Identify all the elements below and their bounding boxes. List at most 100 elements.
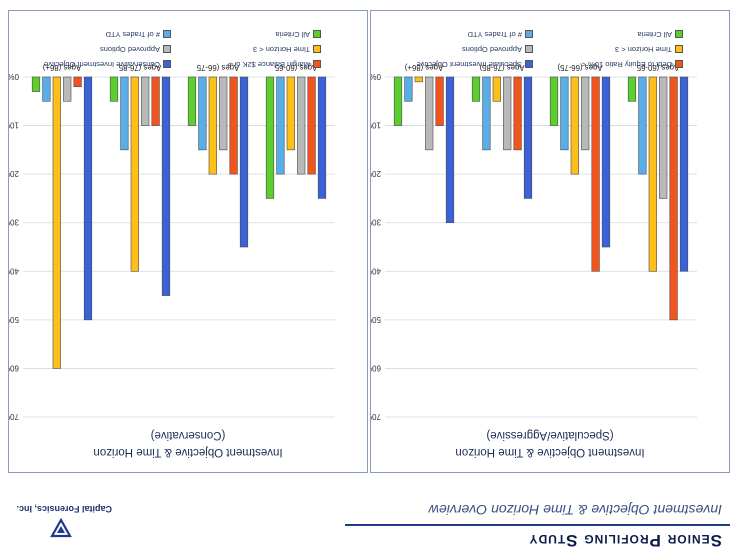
y-tick-label: 70% xyxy=(9,412,19,421)
bar-orange xyxy=(591,76,600,272)
bar-lightblue xyxy=(560,76,569,151)
bar-yellow xyxy=(52,76,61,369)
bar-lightblue xyxy=(120,76,129,151)
company-logo-icon xyxy=(50,518,72,538)
bar-orange xyxy=(669,76,678,321)
y-tick-label: 40% xyxy=(9,266,19,275)
bar-blue xyxy=(679,76,689,272)
legend-item: # of Trades YTD xyxy=(467,29,533,39)
legend-swatch xyxy=(675,59,683,68)
legend-item: Approved Options xyxy=(462,44,533,54)
legend-swatch xyxy=(525,44,533,53)
legend-item: Margin Balance $2K or > xyxy=(227,59,321,69)
legend-item: Time Horizon < 3 xyxy=(614,44,683,54)
chart-panel-conservative: Investment Objective & Time Horizon (Con… xyxy=(8,10,368,473)
x-tick-label: Ages (66-75 xyxy=(196,63,239,72)
y-tick-label: 10% xyxy=(371,121,381,130)
bar-yellow xyxy=(648,76,657,272)
legend-label: All Criteria xyxy=(275,30,310,39)
chart-legend: Conservative Investment Objective Margin … xyxy=(21,21,321,69)
y-tick-label: 70% xyxy=(371,412,381,421)
y-tick-label: 50% xyxy=(371,315,381,324)
legend-label: Conservative Investment Objective xyxy=(44,60,160,69)
bar-gray xyxy=(297,76,306,175)
bar-green xyxy=(31,76,41,92)
chart-panel-speculative: Investment Objective & Time Horizon (Spe… xyxy=(370,10,730,473)
legend-item: Time Horizon < 3 xyxy=(252,44,321,54)
bar-orange xyxy=(151,76,160,126)
legend-item: Conservative Investment Objective xyxy=(44,59,171,69)
bar-gray xyxy=(425,76,434,151)
bar-orange xyxy=(229,76,238,175)
legend-label: # of Trades YTD xyxy=(105,30,160,39)
bar-yellow xyxy=(570,76,579,175)
bar-gray xyxy=(581,76,590,151)
legend-swatch xyxy=(163,44,171,53)
bar-gray xyxy=(659,76,668,199)
x-tick-label: Ages (76-85 xyxy=(118,63,161,72)
chart-plot-speculative: 0% 10% 20% 30% 40% 50% 60% 70% Ages (60-65 Ages (… xyxy=(371,63,697,421)
y-tick-label: 50% xyxy=(9,315,19,324)
bar-blue xyxy=(239,76,249,248)
slide-subtitle: Investment Objective & Time Horizon Over… xyxy=(428,502,722,518)
legend-swatch xyxy=(525,29,533,38)
bar-gray xyxy=(503,76,512,151)
bar-yellow xyxy=(286,76,295,151)
bar-blue xyxy=(445,76,455,224)
legend-item: Speculate Investment Objective xyxy=(416,59,533,69)
y-tick-label: 40% xyxy=(371,266,381,275)
bar-gray xyxy=(63,76,72,102)
bar-blue xyxy=(601,76,611,248)
legend-label: Approved Options xyxy=(99,45,160,54)
bar-blue xyxy=(83,76,93,321)
x-tick-label: Ages (86+) xyxy=(42,63,81,72)
x-tick-label: Ages (86+) xyxy=(404,63,443,72)
legend-label: Speculate Investment Objective xyxy=(416,60,522,69)
bar-lightblue xyxy=(42,76,51,102)
legend-label: # of Trades YTD xyxy=(467,30,522,39)
slide-title: Senior Profiling Study xyxy=(528,531,722,550)
legend-swatch xyxy=(675,29,683,38)
bar-blue xyxy=(161,76,171,296)
legend-item: # of Trades YTD xyxy=(105,29,171,39)
bar-lightblue xyxy=(638,76,647,175)
bar-green xyxy=(471,76,481,102)
company-name: Capital Forensics, Inc. xyxy=(16,504,112,514)
y-tick-label: 30% xyxy=(371,218,381,227)
legend-label: Time Horizon < 3 xyxy=(614,45,672,54)
legend-label: Margin Balance $2K or > xyxy=(227,60,310,69)
bar-blue xyxy=(523,76,533,199)
legend-swatch xyxy=(163,29,171,38)
bar-orange xyxy=(73,76,82,88)
chart-plot-conservative: 0% 10% 20% 30% 40% 50% 60% 70% Ages (60-65 Ages (… xyxy=(9,63,335,421)
legend-label: All Criteria xyxy=(637,30,672,39)
bar-green xyxy=(265,76,275,199)
bar-yellow xyxy=(208,76,217,175)
bar-lightblue xyxy=(276,76,285,175)
legend-swatch xyxy=(525,59,533,68)
x-tick-label: Ages (76-85) xyxy=(479,63,524,72)
bar-lightblue xyxy=(404,76,413,102)
bar-lightblue xyxy=(198,76,207,151)
bar-orange xyxy=(307,76,316,175)
bar-gray xyxy=(141,76,150,126)
x-tick-label: Ages (66-75) xyxy=(557,63,602,72)
bar-green xyxy=(187,76,197,126)
y-tick-label: 0% xyxy=(9,72,19,81)
bar-orange xyxy=(513,76,522,151)
bar-green xyxy=(627,76,637,102)
legend-swatch xyxy=(313,59,321,68)
bar-orange xyxy=(435,76,444,126)
bar-green xyxy=(393,76,403,126)
bar-green xyxy=(549,76,559,126)
x-tick-label: Ages (60-65 xyxy=(636,63,679,72)
bar-yellow xyxy=(414,76,423,83)
legend-item: Debt to Equity Ratio 10% < xyxy=(582,59,683,69)
legend-swatch xyxy=(163,59,171,68)
y-tick-label: 10% xyxy=(9,121,19,130)
bar-blue xyxy=(317,76,327,199)
legend-label: Time Horizon < 3 xyxy=(252,45,310,54)
title-divider xyxy=(345,524,730,526)
bar-green xyxy=(109,76,119,102)
